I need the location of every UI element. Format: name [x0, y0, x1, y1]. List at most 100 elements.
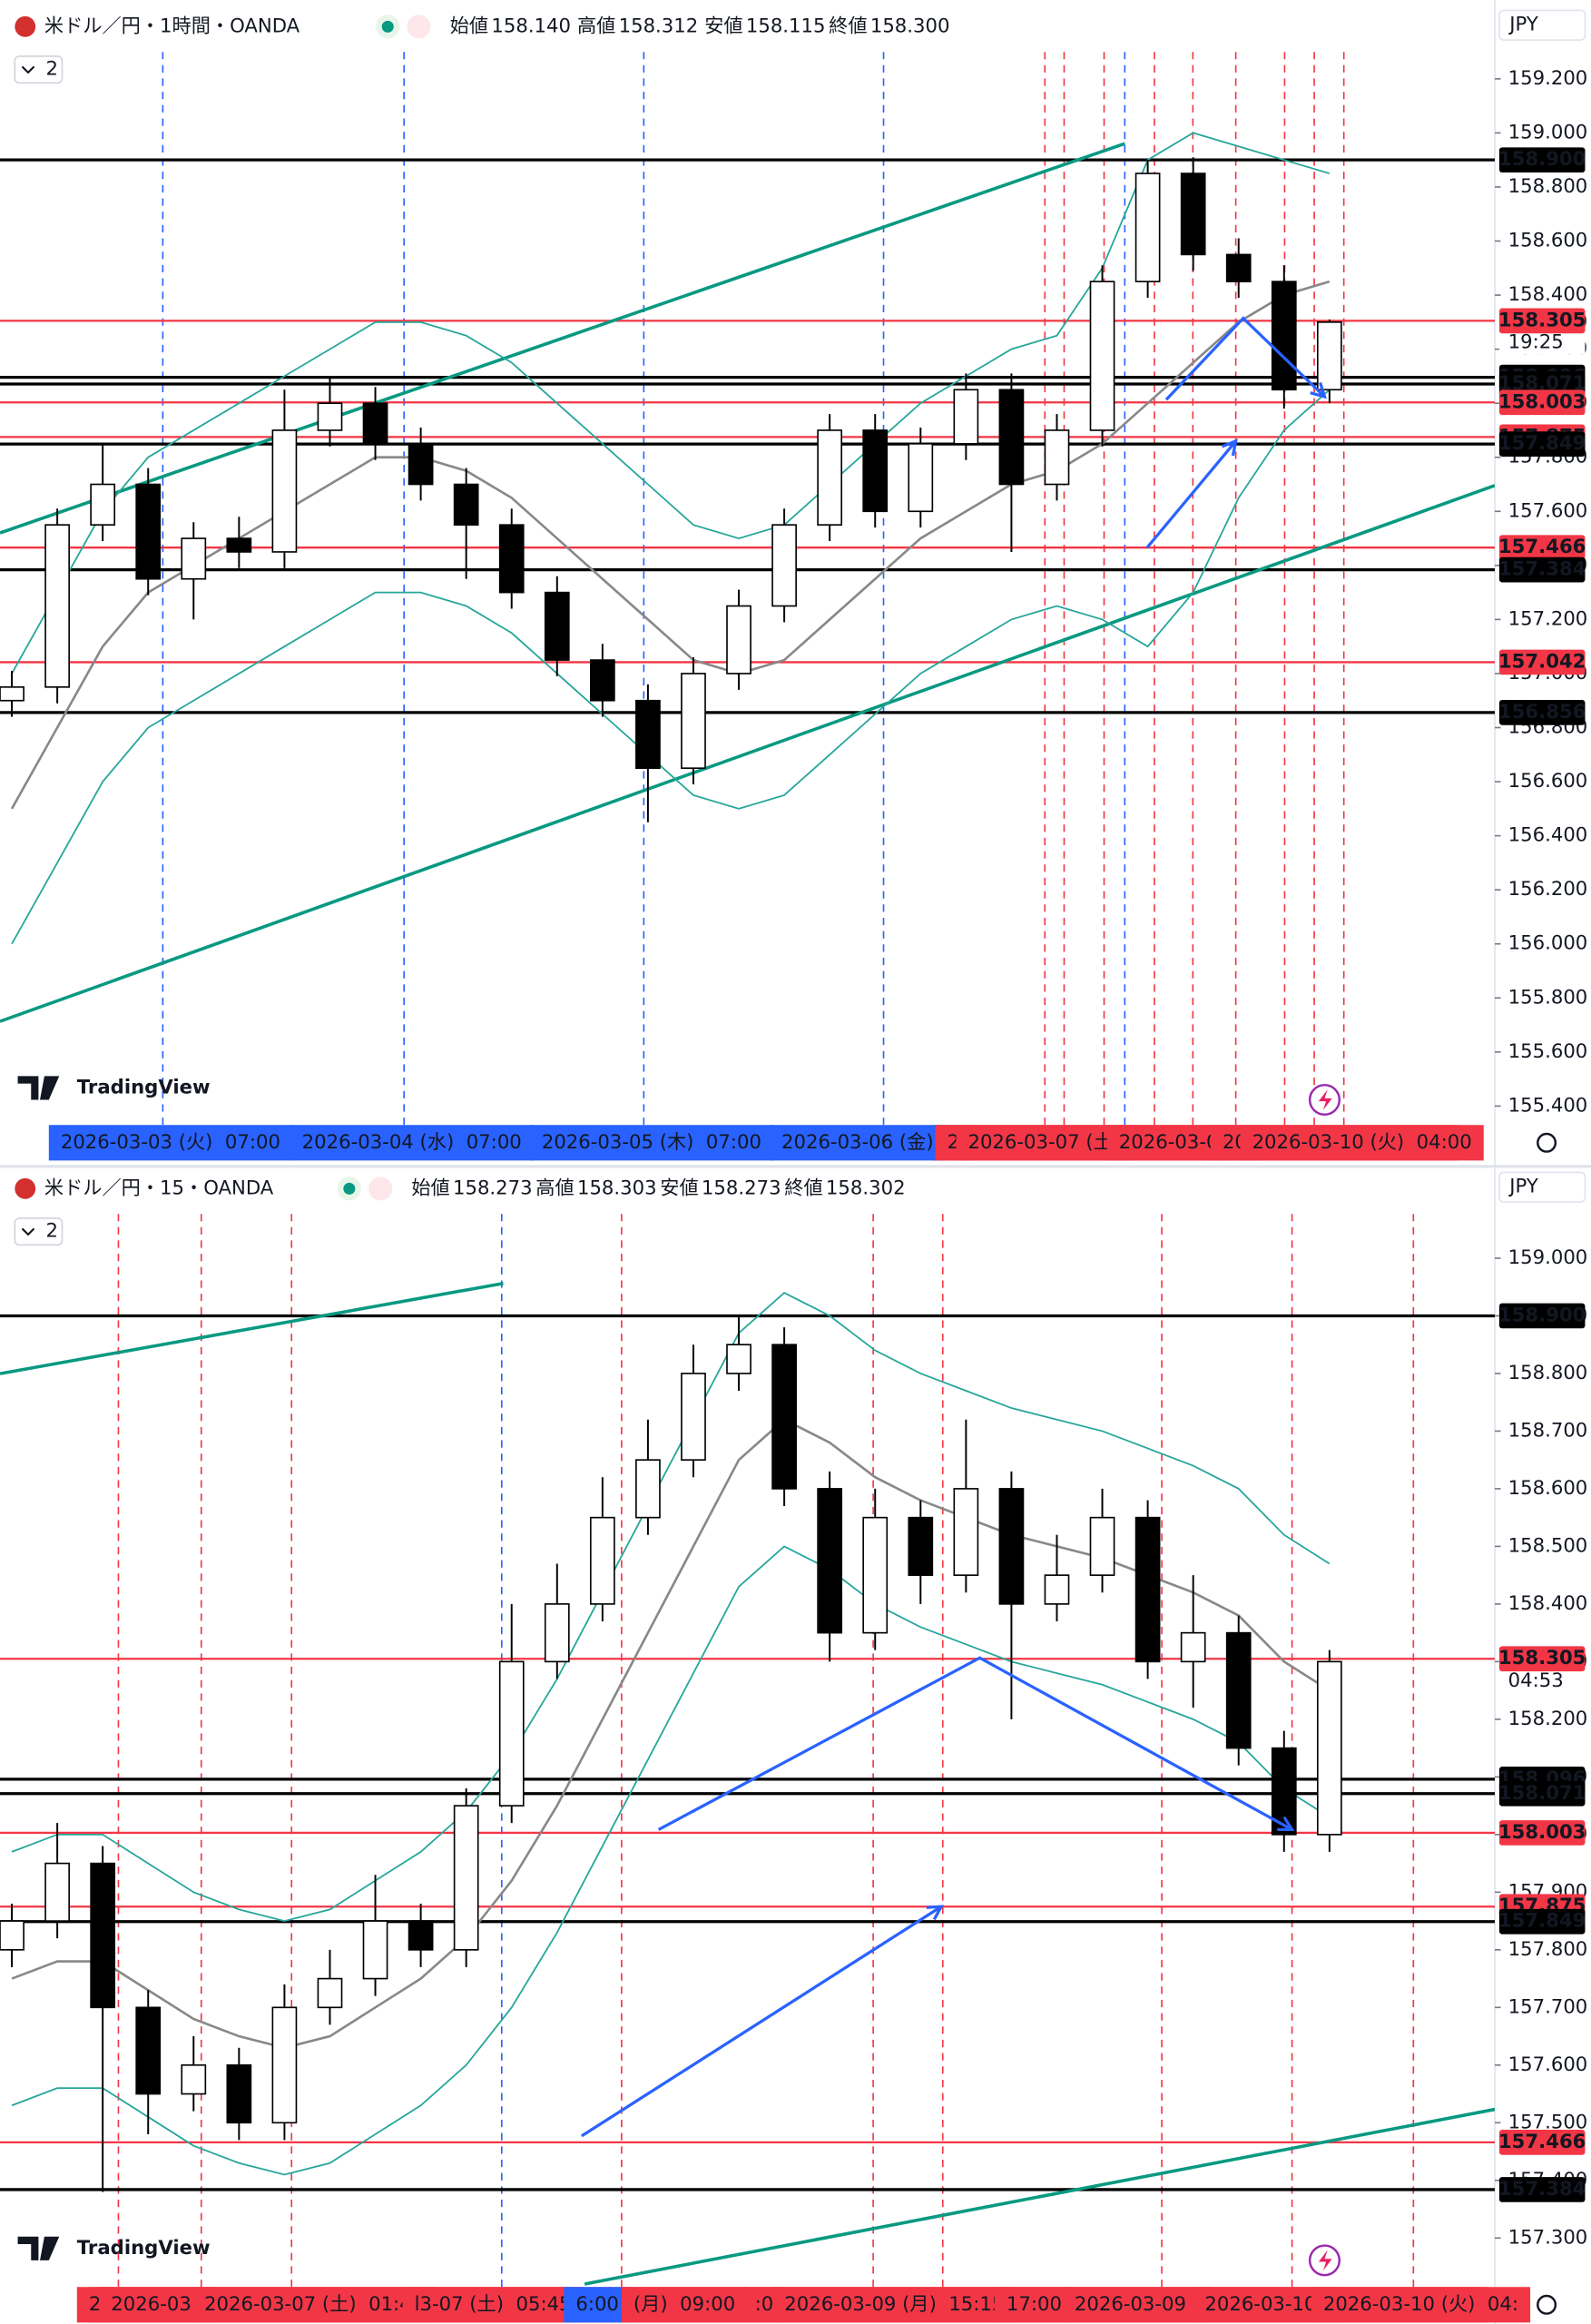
- price-tag-label: 157.042: [1498, 649, 1586, 672]
- candle-body: [1225, 253, 1252, 282]
- ohlc-name: 高値: [535, 1176, 574, 1198]
- y-tick-label: 155.400: [1508, 1093, 1588, 1116]
- bollinger-lower: [11, 1545, 1331, 2176]
- indicator-count: 2: [46, 57, 58, 80]
- ohlc-value: 158.273: [453, 1176, 533, 1198]
- candle-body: [726, 1344, 751, 1374]
- time-label: 6:00: [575, 2292, 619, 2315]
- ohlc-name: 高値: [577, 14, 615, 36]
- price-tag: [1498, 1820, 1586, 1846]
- time-label: 2026-03-09 (月) 15:15: [784, 2292, 1004, 2315]
- candle-body: [635, 699, 661, 769]
- currency-button[interactable]: [1498, 1171, 1586, 1203]
- candle-body: [998, 1488, 1025, 1605]
- settings-button[interactable]: [1537, 1132, 1557, 1153]
- time-label-bg: [769, 1125, 946, 1161]
- trend-line: [0, 142, 1125, 535]
- price-tag: [1498, 1780, 1586, 1807]
- time-label-bg: [402, 2287, 584, 2323]
- candle-body: [771, 1344, 797, 1490]
- y-tick-label: 157.500: [1508, 2110, 1588, 2132]
- time-label-bg: [1106, 1125, 1231, 1161]
- price-tag-label: 158.071: [1498, 1781, 1586, 1804]
- status-badge: [407, 15, 431, 39]
- price-tag: [1498, 535, 1586, 561]
- ohlc-value: 158.140: [491, 14, 571, 36]
- time-label: 2026-03-03 (火) 07:00: [61, 1130, 280, 1153]
- arrow-line: [1145, 439, 1237, 549]
- candle-body: [862, 429, 889, 513]
- candle-body: [271, 429, 298, 553]
- y-tick-label: 157.600: [1508, 498, 1588, 521]
- plot-area: [0, 1214, 1496, 2288]
- candle-body: [1271, 281, 1297, 391]
- candle-body: [181, 2063, 207, 2095]
- time-label-bg: [48, 1125, 293, 1161]
- candle-body: [271, 2006, 298, 2124]
- candle-body: [453, 1805, 479, 1951]
- symbol-flag: [15, 1177, 36, 1199]
- y-tick-label: 158.400: [1508, 282, 1588, 305]
- symbol-title: 米ドル／円・1時間・OANDA: [44, 14, 300, 36]
- indicator-toggle-button[interactable]: [14, 1217, 64, 1246]
- time-label: :0: [755, 2292, 774, 2315]
- y-tick-label: 158.800: [1508, 1361, 1588, 1384]
- candle-body: [635, 1459, 661, 1519]
- price-tag: [1498, 556, 1586, 583]
- symbol-title: 米ドル／円・15・OANDA: [44, 1176, 274, 1198]
- time-label: 2026-03-0: [1119, 1130, 1219, 1153]
- y-tick-label: 158.200: [1508, 1707, 1588, 1729]
- status-dot: [343, 1182, 356, 1195]
- time-label-bg: [529, 1125, 774, 1161]
- candle-body: [817, 1488, 843, 1634]
- candle-body: [726, 605, 751, 675]
- logo-text: TradingView: [77, 1075, 211, 1098]
- time-label: 2026-03-10 (: [1204, 2292, 1330, 2315]
- candle-body: [0, 686, 25, 702]
- y-tick-label: 158.800: [1508, 174, 1588, 197]
- price-tag: [1498, 308, 1586, 334]
- time-label: 2026-03-05 (木) 07:00: [542, 1130, 761, 1153]
- candle-body: [226, 537, 252, 553]
- candle-body: [135, 483, 162, 580]
- indicator-toggle-button[interactable]: [14, 55, 64, 84]
- candle-body: [362, 402, 388, 445]
- ohlc-name: 終値: [784, 1176, 822, 1198]
- price-tag-label: 157.466: [1498, 535, 1586, 557]
- time-label-bg: [1311, 2287, 1531, 2323]
- time-label-bg: [956, 1125, 1133, 1161]
- candle-body: [817, 429, 843, 526]
- settings-button[interactable]: [1537, 2294, 1557, 2315]
- ohlc-name: 始値: [411, 1176, 449, 1198]
- chevron-icon: [21, 1227, 35, 1236]
- y-tick-label: 158.500: [1508, 1533, 1588, 1556]
- ohlc-name: 安値: [704, 14, 742, 36]
- y-tick-label: 155.600: [1508, 1039, 1588, 1062]
- y-tick-label: 159.000: [1508, 120, 1588, 143]
- candle-body: [226, 2063, 252, 2124]
- time-label-bg: [564, 2287, 631, 2323]
- candle-body: [862, 1516, 889, 1634]
- time-label-bg: [621, 2287, 748, 2323]
- arrow-head: [1277, 1816, 1295, 1832]
- currency-label: JPY: [1508, 13, 1538, 35]
- candle-body: [681, 673, 706, 769]
- ohlc-name: 始値: [450, 14, 488, 36]
- time-label: 2: [89, 2292, 101, 2315]
- time-label-bg: [1062, 2287, 1213, 2323]
- y-tick-label: 157.600: [1508, 2053, 1588, 2075]
- time-label: 2026-03-07 (土): [967, 1130, 1120, 1153]
- candle-body: [498, 524, 525, 594]
- time-label: 2026-03-04 (水) 07:00: [302, 1130, 522, 1153]
- bollinger-lower: [11, 389, 1331, 945]
- currency-button[interactable]: [1498, 9, 1586, 41]
- candle-body: [1316, 321, 1342, 391]
- candle-body: [1316, 1660, 1342, 1836]
- candle-body: [953, 1488, 979, 1576]
- price-tag: [1498, 2177, 1586, 2202]
- ohlc-name: 終値: [829, 14, 867, 36]
- y-tick-label: 156.000: [1508, 931, 1588, 954]
- chevron-icon: [21, 65, 35, 74]
